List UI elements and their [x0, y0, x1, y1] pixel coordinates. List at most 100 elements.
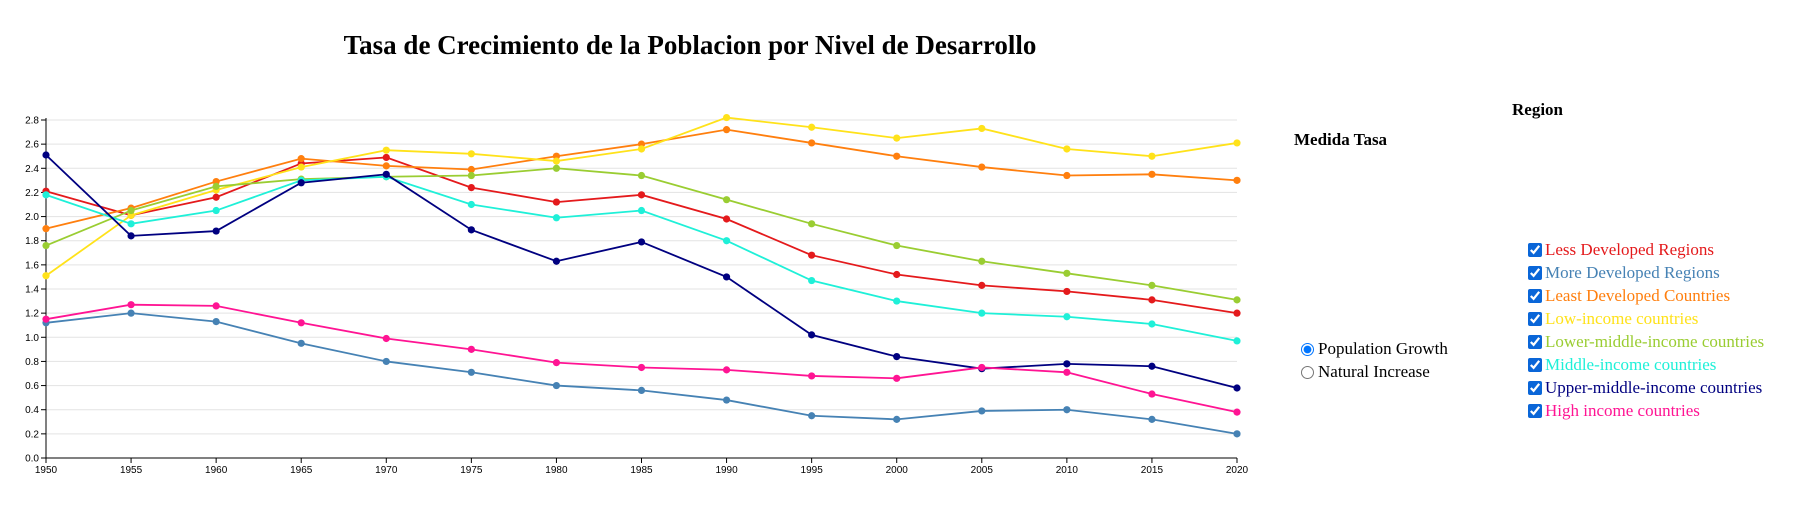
data-point: [42, 191, 50, 199]
data-point: [467, 165, 475, 174]
region-checkbox[interactable]: [1528, 289, 1542, 303]
series-line-high-income-countries: [45, 303, 1238, 414]
region-checkbox[interactable]: [1528, 404, 1542, 418]
population-growth-radio[interactable]: [1301, 342, 1314, 356]
data-point: [552, 257, 561, 265]
data-point: [1148, 362, 1156, 370]
data-point: [808, 251, 816, 259]
data-point: [297, 155, 305, 163]
region-option-lower-middle-income-countries[interactable]: Lower-middle-income countries: [1528, 332, 1764, 352]
data-point: [637, 206, 646, 215]
data-point: [637, 145, 646, 153]
data-point: [467, 184, 475, 192]
x-tick-label: 1955: [120, 465, 143, 476]
region-option-high-income-countries[interactable]: High income countries: [1528, 401, 1700, 421]
data-point: [722, 396, 731, 404]
region-option-upper-middle-income-countries[interactable]: Upper-middle-income countries: [1528, 378, 1762, 398]
x-tick-label: 1990: [715, 465, 738, 476]
natural-increase-radio[interactable]: [1301, 365, 1314, 379]
region-checkbox[interactable]: [1528, 335, 1542, 349]
data-point: [1233, 176, 1241, 184]
region-option-middle-income-countries[interactable]: Middle-income countries: [1528, 355, 1716, 375]
region-checkbox[interactable]: [1528, 243, 1542, 257]
population-growth-option[interactable]: Population Growth: [1298, 339, 1448, 359]
data-point: [808, 276, 816, 285]
region-option-low-income-countries[interactable]: Low-income countries: [1528, 309, 1698, 329]
series-less-developed-regions: [42, 153, 1241, 317]
data-point: [722, 237, 731, 245]
data-point: [893, 415, 901, 423]
y-tick-label: 0.4: [25, 405, 39, 416]
region-checkbox[interactable]: [1528, 381, 1542, 395]
x-tick-label: 1960: [205, 465, 228, 476]
region-option-least-developed-countries[interactable]: Least Developed Countries: [1528, 286, 1730, 306]
data-point: [978, 124, 986, 133]
region-checkbox[interactable]: [1528, 312, 1542, 326]
natural-increase-label: Natural Increase: [1318, 362, 1430, 381]
data-point: [978, 309, 986, 317]
data-point: [552, 164, 561, 172]
data-point: [1233, 408, 1241, 416]
data-point: [1063, 313, 1071, 321]
data-point: [467, 150, 475, 158]
data-point: [1148, 281, 1156, 289]
region-label: Lower-middle-income countries: [1545, 332, 1765, 351]
series-more-developed-regions: [42, 309, 1241, 438]
data-point: [467, 171, 475, 180]
data-point: [552, 381, 561, 390]
line-chart: 0.0 0.2 0.4 0.6 0.8 1.0 1.2 1.4 1.6 1.8 2.0 2.2 2.4 2…: [25, 113, 1249, 476]
region-label: High income countries: [1545, 401, 1700, 420]
x-tick-label: 1995: [801, 465, 824, 476]
data-point: [893, 152, 901, 160]
x-tick-label: 1965: [290, 465, 313, 476]
data-point: [808, 331, 816, 339]
data-point: [808, 372, 816, 380]
data-point: [212, 206, 220, 215]
data-point: [1148, 170, 1156, 178]
data-point: [978, 281, 986, 289]
data-point: [127, 220, 135, 228]
data-point: [127, 206, 135, 215]
series-line-middle-income-countries: [45, 175, 1238, 342]
y-tick-label: 0.6: [25, 381, 39, 392]
series-line-more-developed-regions: [45, 312, 1238, 435]
data-point: [808, 220, 816, 228]
series-high-income-countries: [42, 301, 1241, 416]
data-point: [1148, 296, 1156, 304]
y-tick-label: 2.8: [25, 116, 39, 127]
series-line-less-developed-regions: [45, 156, 1238, 315]
region-checkbox[interactable]: [1528, 358, 1542, 372]
data-point: [127, 309, 135, 317]
data-point: [1063, 145, 1071, 153]
x-tick-label: 2000: [886, 465, 909, 476]
natural-increase-option[interactable]: Natural Increase: [1298, 362, 1430, 382]
data-point: [382, 170, 390, 178]
series-low-income-countries: [42, 113, 1241, 280]
data-point: [978, 407, 986, 415]
data-point: [1063, 360, 1071, 368]
region-checkbox[interactable]: [1528, 266, 1542, 280]
x-tick-label: 2015: [1141, 465, 1164, 476]
x-tick-label: 2020: [1226, 465, 1249, 476]
x-tick-label: 2005: [971, 465, 994, 476]
x-tick-label: 1950: [35, 465, 58, 476]
data-point: [893, 353, 901, 361]
data-point: [552, 198, 561, 206]
region-title: Region: [1512, 100, 1563, 119]
x-tick-label: 1985: [630, 465, 653, 476]
data-point: [297, 339, 305, 347]
region-label: Least Developed Countries: [1545, 286, 1731, 305]
data-point: [1148, 415, 1156, 423]
region-option-more-developed-regions[interactable]: More Developed Regions: [1528, 263, 1720, 283]
x-tick-label: 2010: [1056, 465, 1079, 476]
data-point: [42, 151, 50, 159]
region-label: Upper-middle-income countries: [1545, 378, 1763, 397]
data-point: [1063, 269, 1071, 277]
data-point: [1233, 430, 1241, 438]
y-tick-label: 1.4: [25, 285, 39, 296]
data-point: [42, 315, 50, 323]
y-tick-label: 2.0: [25, 212, 39, 223]
region-option-less-developed-regions[interactable]: Less Developed Regions: [1528, 240, 1714, 260]
data-point: [637, 386, 646, 394]
data-point: [127, 301, 135, 309]
